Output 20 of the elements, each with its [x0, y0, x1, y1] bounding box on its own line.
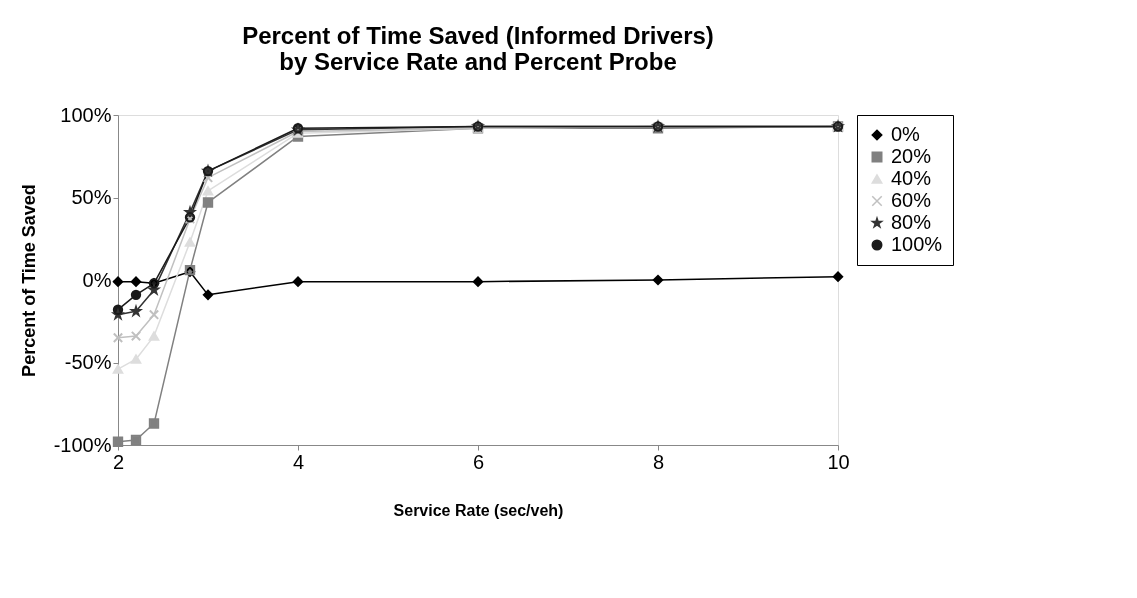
legend-label: 40%	[891, 167, 932, 189]
x-tick-label: 6	[472, 450, 485, 473]
text: Percent of Time Saved (Informed Drivers)	[242, 22, 714, 49]
legend-label: 20%	[891, 145, 932, 167]
y-tick-label: 100%	[60, 103, 112, 126]
x-tick-label: 4	[292, 450, 305, 473]
y-tick-label: -50%	[64, 351, 112, 373]
y-tick-label: 0%	[82, 268, 112, 291]
x-axis-title: Service Rate (sec/veh)	[393, 501, 564, 519]
x-tick-label: 8	[652, 450, 665, 473]
y-axis-title: Percent of Time Saved	[18, 184, 39, 377]
legend-label: 80%	[891, 211, 932, 233]
y-tick-label: 50%	[71, 186, 112, 208]
legend-label: 100%	[891, 233, 943, 255]
legend-label: 60%	[891, 189, 932, 211]
legend-label: 0%	[891, 123, 921, 145]
x-tick-label: 2	[112, 450, 125, 473]
y-tick-label: -100%	[53, 433, 112, 456]
text: by Service Rate and Percent Probe	[279, 48, 677, 75]
x-tick-label: 10	[827, 450, 850, 473]
